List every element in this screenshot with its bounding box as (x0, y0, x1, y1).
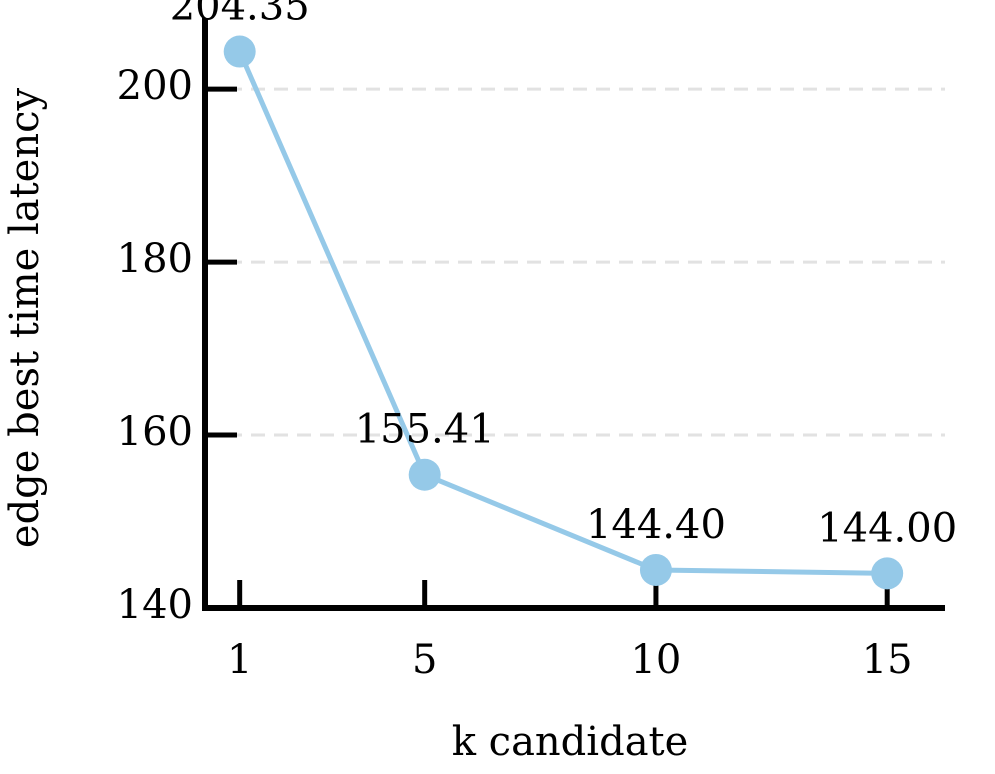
y-axis-title: edge best time latency (2, 88, 48, 549)
x-tick-label-1: 5 (412, 637, 437, 683)
x-tick-label-2: 10 (630, 637, 681, 683)
y-tick-label-3: 200 (117, 63, 193, 109)
data-point-1 (408, 458, 441, 491)
y-tick-label-2: 180 (117, 236, 193, 282)
data-label-1: 155.41 (355, 407, 495, 453)
x-tick-label-0: 1 (227, 637, 252, 683)
data-labels: 204.35 155.41 144.40 144.00 (170, 0, 957, 551)
x-tick-label-3: 15 (862, 637, 913, 683)
data-point-3 (871, 557, 904, 590)
y-tick-label-1: 160 (117, 409, 193, 455)
x-axis-title: k candidate (452, 719, 689, 765)
series-layer (223, 35, 904, 590)
data-point-2 (639, 553, 672, 586)
axes (202, 18, 945, 611)
data-label-0: 204.35 (170, 0, 310, 30)
series-line-0 (237, 49, 890, 576)
data-label-2: 144.40 (586, 502, 726, 548)
y-tick-label-0: 140 (117, 582, 193, 628)
data-label-3: 144.00 (817, 505, 957, 551)
data-point-0 (223, 35, 256, 68)
